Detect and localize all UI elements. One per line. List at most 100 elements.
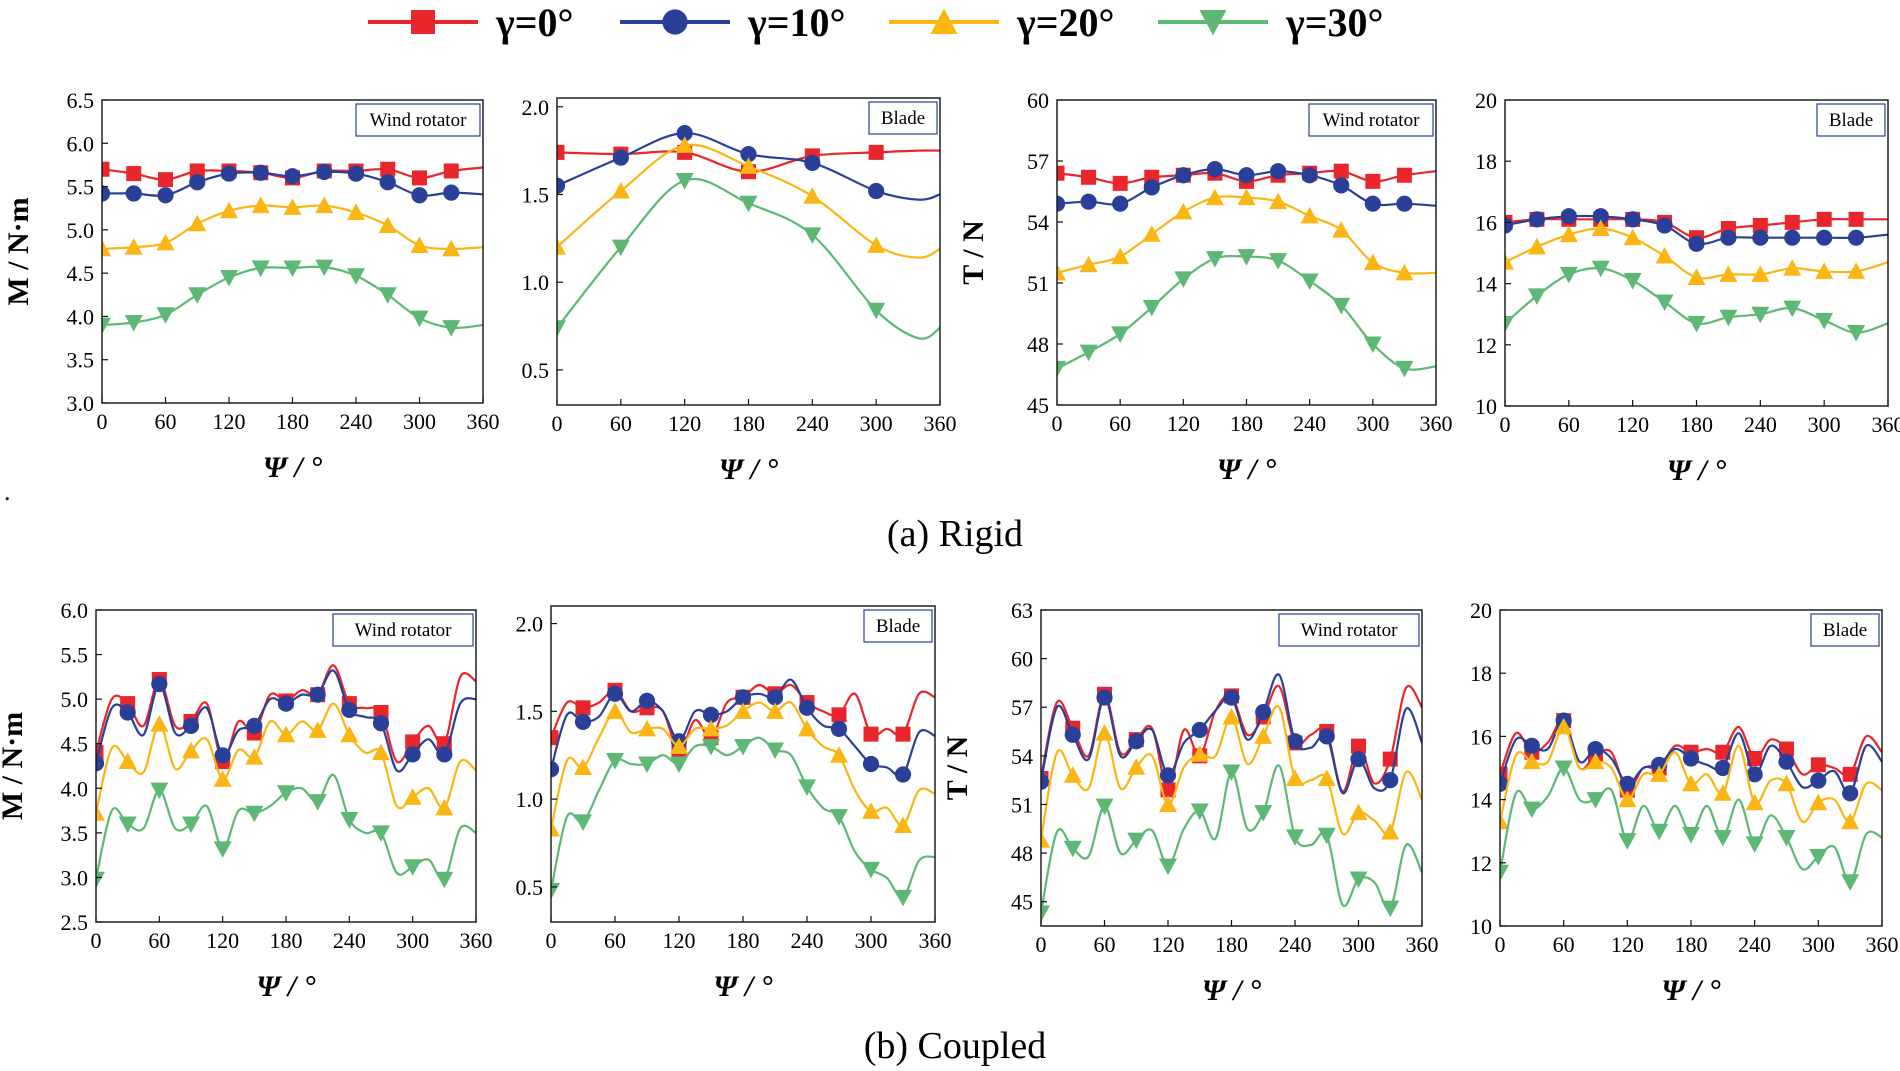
data-point-2-4	[1174, 202, 1193, 220]
panel-title-box	[1816, 103, 1886, 137]
data-point-2-10	[1815, 262, 1834, 279]
x-axis-label: Ψ / °	[1217, 453, 1276, 486]
data-point-0-16	[1747, 751, 1763, 767]
data-point-3-5	[867, 302, 886, 320]
y-tick-label-2: 1.5	[516, 699, 544, 724]
data-point-2-6	[1237, 188, 1256, 206]
x-tick-label-1: 60	[1094, 932, 1116, 957]
data-point-3-22	[1841, 874, 1860, 891]
data-point-0-11	[1396, 167, 1412, 183]
panel-title-box	[868, 101, 938, 135]
data-point-3-2	[156, 307, 175, 324]
data-point-1-0	[557, 177, 566, 194]
x-tick-label-1: 60	[604, 928, 626, 953]
legend-label-0: γ=0°	[495, 0, 574, 45]
x-axis-label: Ψ / °	[263, 451, 322, 484]
data-point-3-2	[1522, 801, 1541, 819]
legend-label-1: γ=10°	[747, 0, 846, 45]
y-tick-label-0: 45	[1011, 890, 1033, 915]
data-point-1-12	[277, 695, 295, 712]
data-point-1-4	[606, 685, 624, 702]
data-point-2-8	[1751, 265, 1770, 282]
data-point-0-10	[1365, 173, 1381, 189]
data-point-1-0	[96, 755, 105, 772]
data-point-3-11	[442, 320, 461, 337]
data-point-2-11	[1395, 263, 1414, 281]
data-point-3-6	[283, 260, 302, 277]
data-point-3-10	[410, 310, 429, 328]
data-point-2-20	[1809, 793, 1828, 811]
legend-marker-2	[930, 8, 958, 34]
panel-coupled-T-blade: 0 60 120 180 240 300 360 10 12 14 16 18 20 Ψ / ° Blade	[1470, 598, 1899, 1007]
data-point-2-9	[1783, 259, 1802, 276]
data-point-3-7	[1269, 253, 1288, 270]
data-point-1-0	[551, 761, 560, 778]
panel-title: Blade	[1823, 620, 1867, 641]
x-axis-label: Ψ / °	[256, 970, 315, 1003]
x-tick-label-1: 60	[148, 928, 170, 953]
y-tick-label-2: 4.0	[67, 304, 95, 329]
data-point-3-4	[150, 782, 169, 800]
y-tick-label-1: 3.0	[61, 865, 89, 890]
panel-title: Blade	[1829, 110, 1873, 131]
data-point-2-10	[245, 748, 264, 765]
x-tick-label-0: 0	[1495, 932, 1506, 957]
data-point-1-11	[1396, 195, 1413, 212]
data-point-2-2	[675, 136, 694, 153]
data-point-3-3	[739, 195, 758, 213]
data-point-0-22	[895, 726, 911, 742]
data-point-2-18	[1777, 774, 1796, 792]
data-point-2-12	[1222, 707, 1241, 725]
x-tick-label-3: 180	[276, 409, 309, 434]
x-axis-label: Ψ / °	[1667, 454, 1726, 487]
data-point-2-7	[315, 196, 334, 214]
data-point-1-2	[119, 704, 136, 721]
data-point-2-0	[557, 238, 566, 255]
data-point-3-4	[1095, 798, 1114, 816]
data-point-1-5	[868, 182, 885, 200]
data-point-3-6	[1237, 249, 1256, 266]
y-tick-label-4: 18	[1475, 149, 1497, 174]
x-tick-label-0: 0	[552, 411, 563, 436]
data-point-1-4	[804, 154, 821, 172]
series-group	[1041, 673, 1422, 923]
data-point-2-2	[574, 758, 592, 776]
data-point-1-9	[379, 174, 396, 191]
data-point-1-10	[246, 717, 263, 734]
data-point-1-3	[189, 174, 206, 191]
data-point-2-14	[308, 721, 327, 738]
y-tick-label-6: 5.5	[61, 643, 89, 668]
x-tick-label-4: 240	[791, 928, 824, 953]
y-tick-label-3: 4.5	[67, 261, 95, 286]
data-point-1-6	[1238, 167, 1255, 184]
data-point-1-5	[1656, 217, 1673, 234]
data-point-2-16	[1286, 769, 1304, 787]
x-tick-label-4: 240	[1293, 411, 1326, 436]
data-point-0-11	[443, 163, 459, 179]
data-point-2-0	[1500, 812, 1509, 830]
data-point-3-9	[378, 287, 397, 304]
x-tick-label-4: 240	[1744, 412, 1777, 437]
data-point-1-6	[638, 692, 656, 709]
data-point-2-8	[347, 203, 365, 221]
data-point-3-11	[1847, 325, 1866, 342]
data-point-3-22	[894, 889, 912, 907]
data-point-3-0	[557, 320, 566, 337]
data-point-1-8	[1301, 167, 1318, 184]
data-point-0-0	[557, 144, 565, 160]
data-point-1-12	[1223, 689, 1240, 706]
data-point-2-16	[1745, 793, 1764, 811]
data-point-1-11	[1847, 229, 1865, 246]
x-tick-label-5: 300	[860, 411, 893, 436]
data-point-3-8	[347, 268, 365, 285]
data-point-2-2	[1559, 225, 1578, 243]
data-point-3-11	[1395, 360, 1414, 378]
data-point-3-12	[734, 738, 752, 756]
data-point-1-10	[411, 187, 428, 204]
y-tick-label-0: 10	[1470, 914, 1492, 939]
data-point-3-6	[1687, 315, 1706, 333]
data-point-0-14	[1715, 744, 1731, 760]
data-point-2-22	[435, 798, 454, 816]
panel-coupled-T-rotator: 0 60 120 180 240 300 360 45 48 51 54 57 60 63 Ψ / ° T /…	[941, 598, 1439, 1007]
data-point-2-22	[1381, 823, 1400, 840]
